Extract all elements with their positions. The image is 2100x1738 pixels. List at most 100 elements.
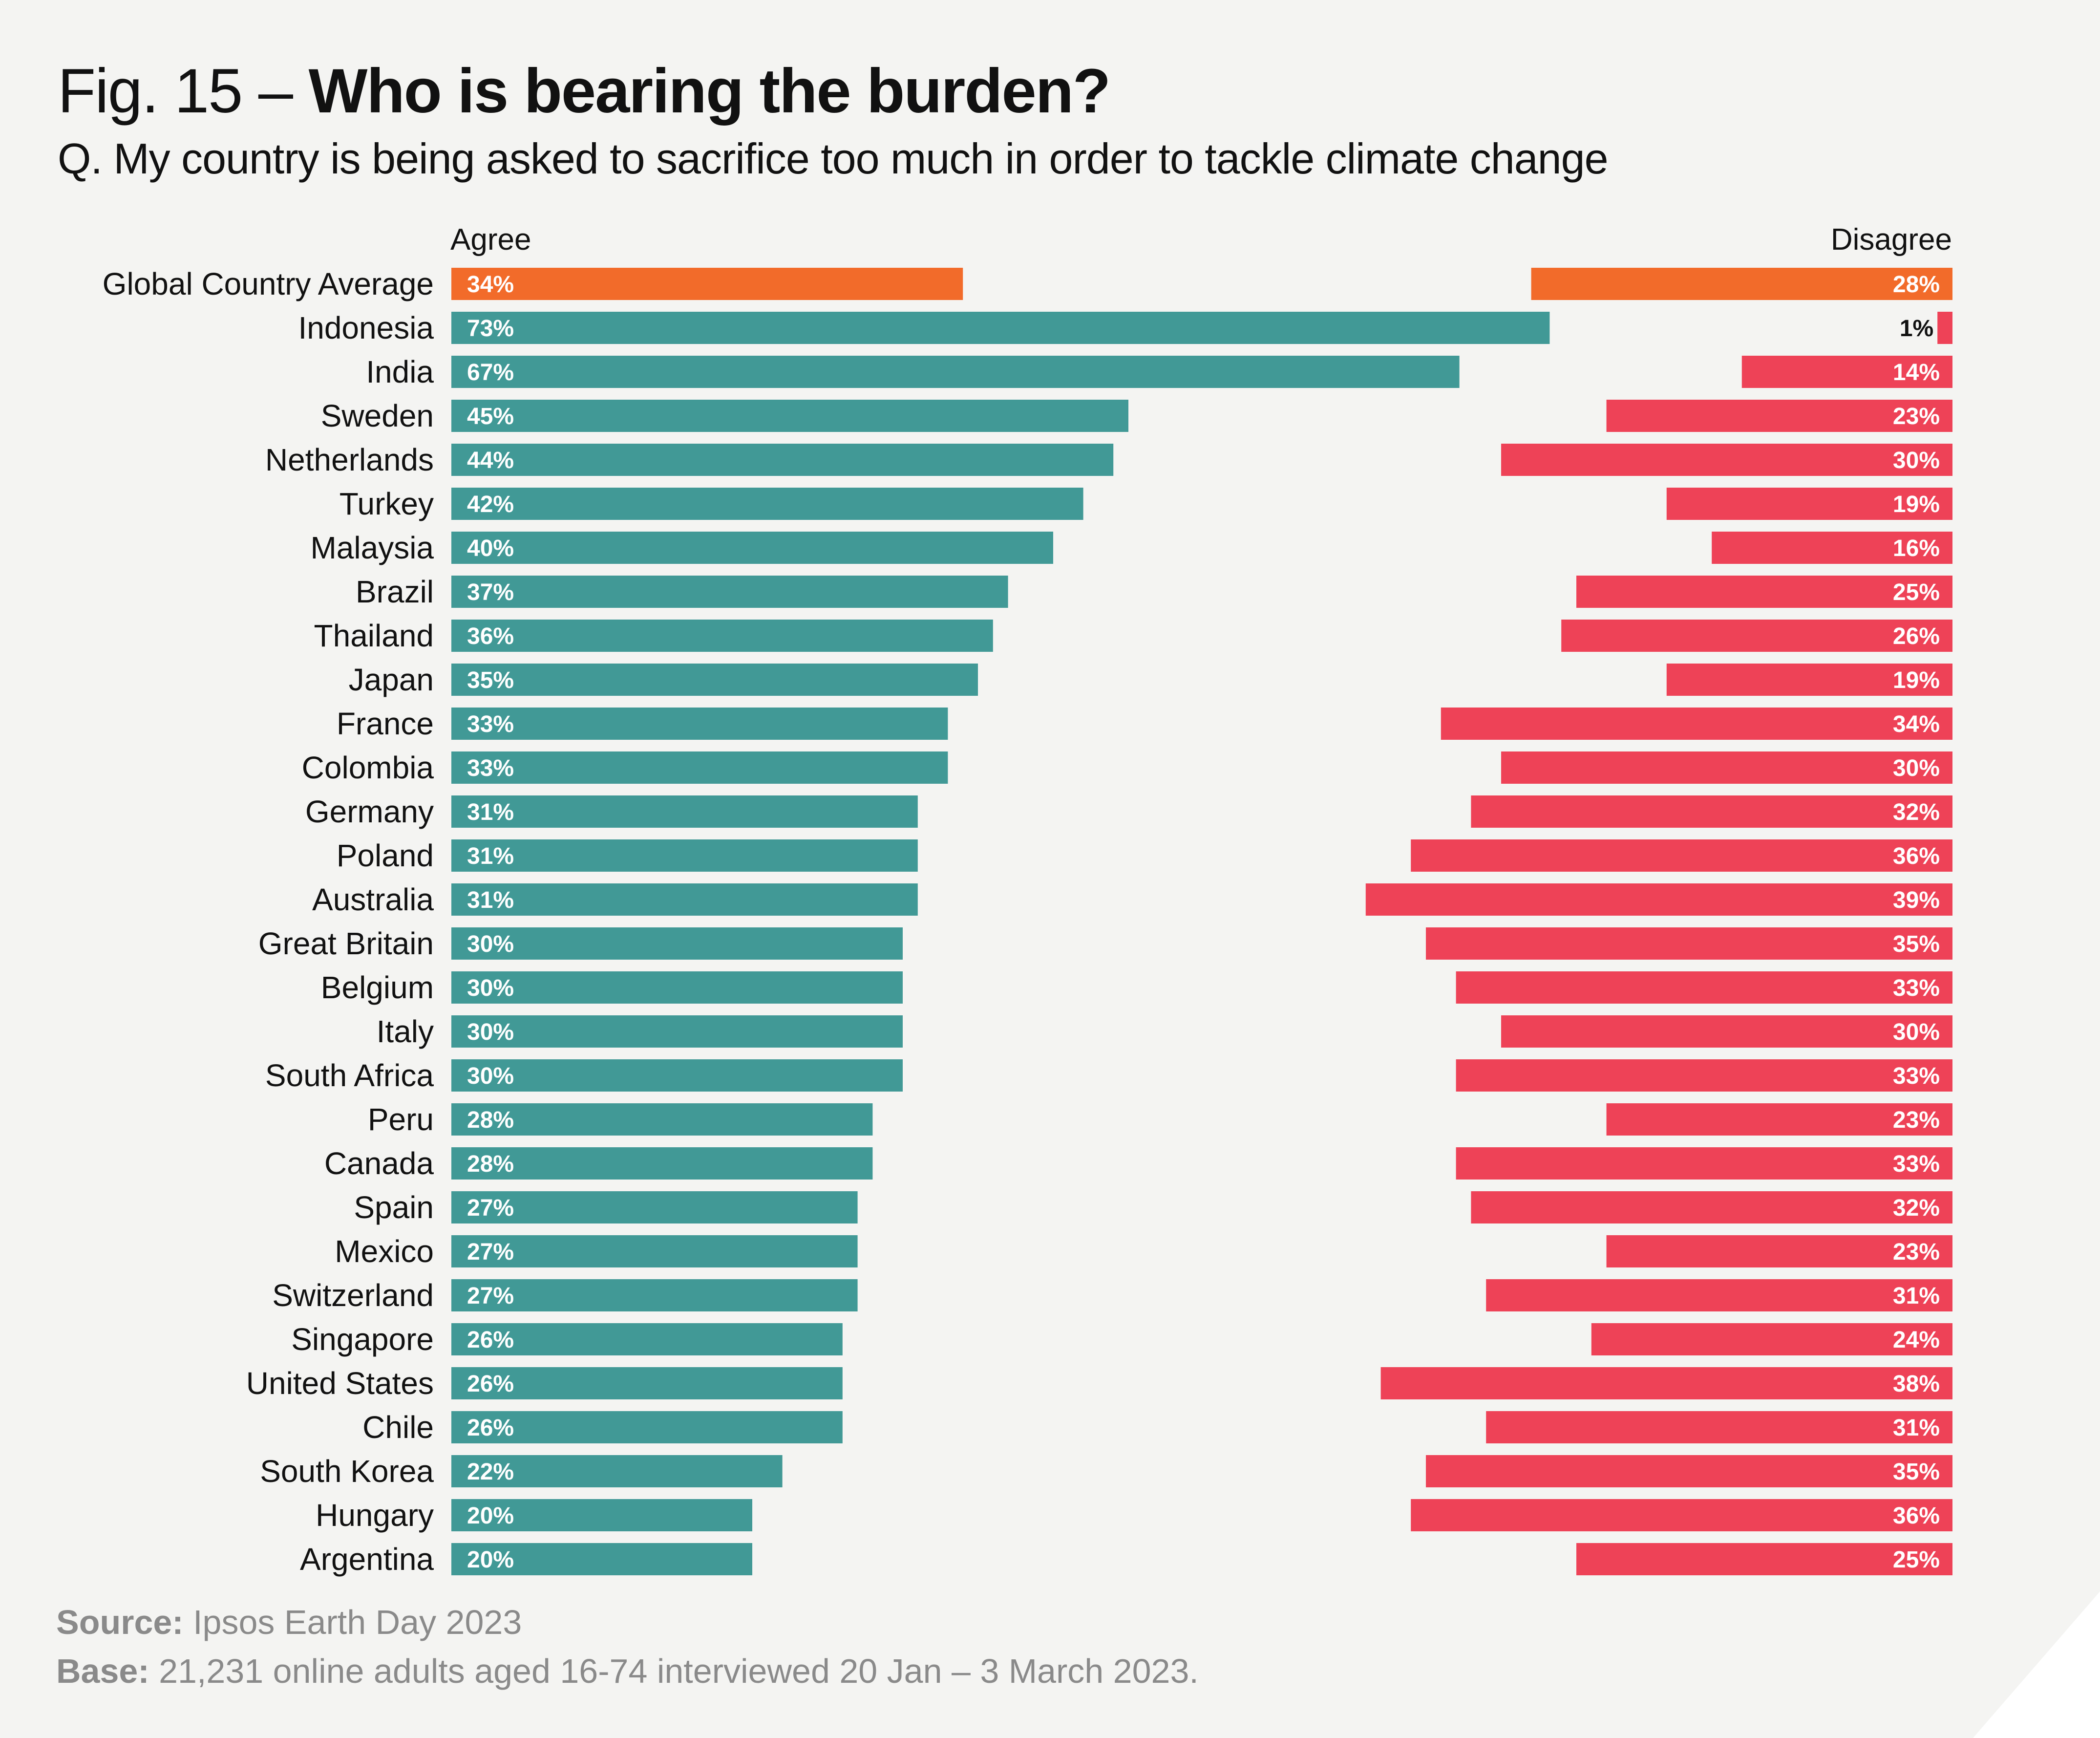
agree-bar — [451, 1103, 873, 1136]
category-label: Great Britain — [258, 926, 434, 961]
agree-value-label: 42% — [467, 492, 514, 517]
agree-value-label: 26% — [467, 1371, 514, 1397]
agree-value-label: 28% — [467, 1107, 514, 1133]
category-label: United States — [246, 1366, 434, 1401]
agree-value-label: 27% — [467, 1283, 514, 1309]
category-label: Belgium — [321, 970, 434, 1005]
disagree-bar — [1456, 1059, 1952, 1092]
category-label: Italy — [377, 1014, 434, 1049]
disagree-value-label: 31% — [1893, 1283, 1940, 1309]
agree-value-label: 26% — [467, 1415, 514, 1441]
agree-value-label: 67% — [467, 360, 514, 386]
category-label: Netherlands — [265, 442, 434, 477]
category-label: Australia — [312, 882, 434, 917]
agree-bar — [451, 1367, 843, 1399]
disagree-bar — [1937, 312, 1952, 344]
disagree-value-label: 16% — [1893, 536, 1940, 561]
agree-bar — [451, 971, 903, 1004]
disagree-value-label: 34% — [1893, 711, 1940, 737]
page-corner-fold — [1973, 1591, 2100, 1738]
base-text: 21,231 online adults aged 16-74 intervie… — [159, 1652, 1199, 1690]
agree-bar — [451, 883, 918, 916]
agree-value-label: 33% — [467, 755, 514, 781]
disagree-value-label: 35% — [1893, 1459, 1940, 1485]
category-label: South Africa — [265, 1058, 434, 1093]
disagree-value-label: 19% — [1893, 667, 1940, 693]
base-label: Base: — [56, 1652, 149, 1690]
agree-bar — [451, 1191, 858, 1223]
agree-bar — [451, 444, 1114, 476]
agree-bar — [451, 1323, 843, 1355]
source-text: Ipsos Earth Day 2023 — [193, 1603, 522, 1641]
category-label: Indonesia — [298, 310, 434, 345]
figure-title-text: Who is bearing the burden? — [308, 56, 1111, 126]
category-label: Germany — [305, 794, 434, 829]
base-note: Base: 21,231 online adults aged 16-74 in… — [56, 1651, 1199, 1692]
agree-value-label: 44% — [467, 448, 514, 473]
disagree-value-label: 38% — [1893, 1371, 1940, 1397]
agree-bar — [451, 312, 1550, 344]
category-label: South Korea — [260, 1454, 434, 1489]
disagree-bar — [1501, 444, 1952, 476]
agree-bar — [451, 664, 978, 696]
agree-value-label: 30% — [467, 1063, 514, 1089]
source-label: Source: — [56, 1603, 184, 1641]
category-label: Peru — [368, 1102, 434, 1137]
agree-bar — [451, 1411, 843, 1443]
agree-value-label: 27% — [467, 1195, 514, 1221]
disagree-value-label: 30% — [1893, 755, 1940, 781]
category-label: France — [337, 706, 434, 741]
disagree-bar — [1486, 1279, 1952, 1311]
disagree-value-label: 26% — [1893, 623, 1940, 649]
agree-bar — [451, 1499, 752, 1531]
category-label: Japan — [349, 662, 434, 697]
category-label: Mexico — [335, 1234, 434, 1269]
disagree-bar — [1606, 1103, 1952, 1136]
agree-value-label: 28% — [467, 1151, 514, 1177]
category-label: Malaysia — [310, 530, 434, 565]
agree-value-label: 35% — [467, 667, 514, 693]
agree-bar — [451, 751, 948, 784]
disagree-value-label: 32% — [1893, 1195, 1940, 1221]
disagree-bar — [1741, 356, 1952, 388]
agree-value-label: 26% — [467, 1327, 514, 1353]
disagree-bar — [1471, 795, 1952, 828]
agree-value-label: 30% — [467, 1019, 514, 1045]
agree-bar — [451, 488, 1083, 520]
disagree-value-label: 14% — [1893, 360, 1940, 386]
disagree-bar — [1411, 1499, 1952, 1531]
agree-bar — [451, 400, 1128, 432]
agree-bar — [451, 1455, 783, 1487]
agree-value-label: 34% — [467, 272, 514, 298]
agree-bar — [451, 576, 1008, 608]
agree-bar — [451, 795, 918, 828]
agree-bar — [451, 532, 1053, 564]
agree-bar — [451, 839, 918, 872]
category-label: Poland — [337, 838, 434, 873]
category-label: Argentina — [300, 1542, 434, 1577]
disagree-bar — [1561, 620, 1952, 652]
category-label: Canada — [324, 1146, 434, 1181]
agree-bar — [451, 708, 948, 740]
disagree-bar — [1426, 1455, 1952, 1487]
disagree-bar — [1501, 751, 1952, 784]
agree-value-label: 33% — [467, 711, 514, 737]
agree-value-label: 31% — [467, 799, 514, 825]
disagree-bar — [1365, 883, 1952, 916]
disagree-bar — [1441, 708, 1952, 740]
agree-bar — [451, 1015, 903, 1048]
disagree-bar — [1501, 1015, 1952, 1048]
disagree-value-label: 33% — [1893, 1151, 1940, 1177]
category-label: Global Country Average — [103, 266, 434, 301]
disagree-bar — [1666, 488, 1952, 520]
disagree-value-label: 23% — [1893, 404, 1940, 429]
category-label: Chile — [362, 1410, 434, 1445]
disagree-value-label: 36% — [1893, 1503, 1940, 1529]
agree-bar — [451, 1543, 752, 1575]
disagree-value-label: 35% — [1893, 931, 1940, 957]
disagree-value-label: 31% — [1893, 1415, 1940, 1441]
agree-value-label: 31% — [467, 843, 514, 869]
agree-value-label: 30% — [467, 975, 514, 1001]
agree-value-label: 45% — [467, 404, 514, 429]
agree-value-label: 22% — [467, 1459, 514, 1485]
